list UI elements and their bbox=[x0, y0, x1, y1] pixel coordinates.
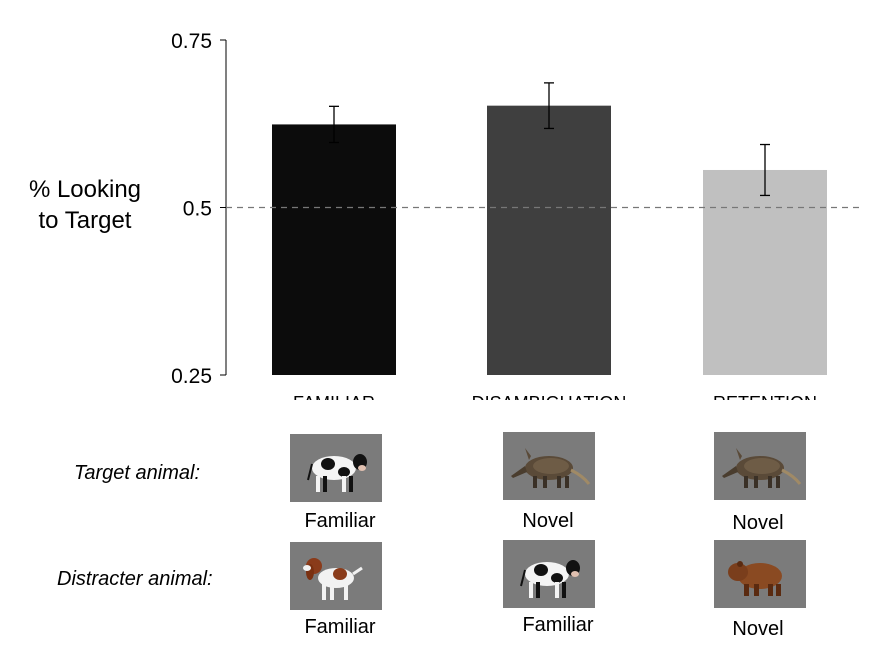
y-axis-label-line-2: to Target bbox=[38, 207, 132, 234]
target-caption-familiar: Familiar bbox=[304, 510, 376, 532]
y-tick-label: 0.75 bbox=[171, 30, 212, 53]
distracter-capybara-image bbox=[714, 540, 806, 608]
bar-chart: 0.75 0.5 0.25 FAMILIAR DISAMBIGUATION RETENTI… bbox=[171, 30, 862, 400]
x-category-label: DISAMBIGUATION bbox=[472, 393, 627, 400]
distracter-caption-familiar: Familiar bbox=[304, 616, 376, 638]
distracter-caption-familiar: Familiar bbox=[522, 614, 594, 636]
target-caption-novel: Novel bbox=[732, 512, 784, 534]
target-aardvark-image bbox=[503, 432, 595, 500]
x-category-label: RETENTION bbox=[713, 393, 817, 400]
x-category-label: FAMILIAR bbox=[293, 393, 375, 400]
y-axis-label-line-1: % Looking bbox=[28, 176, 142, 203]
bar-familiar bbox=[272, 124, 396, 375]
distracter-cow-image bbox=[503, 540, 595, 608]
y-axis-label: % Looking to Target bbox=[10, 174, 160, 236]
target-cow-image bbox=[290, 434, 382, 502]
distracter-spaniel-image bbox=[290, 542, 382, 610]
target-animal-label: Target animal: bbox=[74, 462, 200, 484]
bar-disambiguation bbox=[487, 105, 611, 375]
target-caption-novel: Novel bbox=[522, 510, 574, 532]
target-aardvark-image bbox=[714, 432, 806, 500]
y-tick-label: 0.25 bbox=[171, 365, 212, 388]
distracter-animal-label: Distracter animal: bbox=[57, 568, 213, 590]
y-tick-label: 0.5 bbox=[183, 198, 212, 221]
distracter-caption-novel: Novel bbox=[732, 618, 784, 640]
bar-retention bbox=[703, 169, 827, 375]
